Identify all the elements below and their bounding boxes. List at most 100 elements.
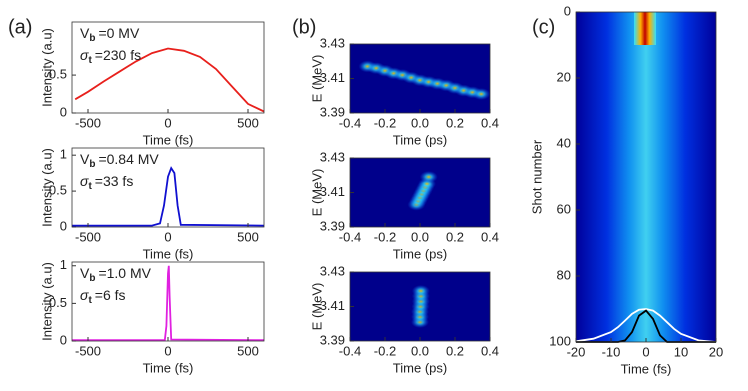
y-tick-label: 60	[557, 201, 571, 216]
x-tick-label: 0.4	[481, 229, 499, 244]
y-tick-label: 0	[60, 104, 67, 119]
shot-heatmap-core	[634, 12, 656, 45]
y-tick-label: 3.41	[320, 70, 345, 85]
y-tick-label: 1	[60, 147, 67, 162]
y-tick-label: 0	[60, 332, 67, 347]
plot: -0.4 -0.2 0.0 0.2 0.4 3.39 3.41 3.43 Time (ps) E …	[309, 149, 499, 261]
plot: -0.4 -0.2 0.0 0.2 0.4 3.39 3.41 3.43 Time (ps) E …	[309, 35, 499, 147]
annotation-symbol: V	[80, 151, 90, 167]
x-axis-label: Time (fs)	[143, 132, 194, 147]
x-tick-label: 0	[642, 344, 649, 359]
x-axis-label: Time (ps)	[393, 132, 447, 147]
x-tick-label: -0.4	[339, 115, 361, 130]
y-axis-label: Shot number	[529, 139, 544, 214]
y-tick-label: 3.39	[320, 332, 345, 347]
y-tick-label: 0	[60, 218, 67, 233]
x-tick-label: 0.4	[481, 115, 499, 130]
annotation-text: =1.0 MV	[98, 265, 151, 281]
line	[72, 265, 265, 342]
annotation-subscript: t	[88, 55, 92, 66]
x-tick-label: 0.2	[446, 229, 464, 244]
annotation-symbol: V	[80, 25, 90, 41]
annotation-subscript: t	[88, 181, 92, 192]
x-tick-label: -10	[602, 344, 621, 359]
plot: -500 0 500 0 0.5 1 Time (fs) Intensity (a.u) Vb =…	[39, 147, 265, 261]
x-tick-label: 0.2	[446, 115, 464, 130]
plot: -0.4 -0.2 0.0 0.2 0.4 3.39 3.41 3.43 Time (ps) E …	[309, 263, 499, 375]
y-axis-label: E (MeV)	[309, 169, 324, 217]
x-tick-label: 500	[237, 229, 259, 244]
x-tick-label: -500	[75, 343, 101, 358]
y-axis-label: Intensity (a.u)	[39, 148, 54, 227]
x-tick-label: -0.4	[339, 229, 361, 244]
annotation-symbol: σ	[80, 287, 89, 303]
x-tick-label: 10	[674, 344, 688, 359]
annotation-subscript: b	[89, 273, 95, 284]
y-axis-label: E (MeV)	[309, 283, 324, 331]
x-axis-label: Time (fs)	[143, 246, 194, 261]
annotation: σt =33 fs	[80, 173, 133, 192]
x-tick-label: 0.0	[411, 229, 429, 244]
x-tick-label: -0.2	[374, 343, 396, 358]
density-blob	[472, 88, 490, 101]
density-blob	[419, 170, 438, 183]
heat-points	[411, 284, 430, 329]
x-tick-label: -0.2	[374, 229, 396, 244]
x-tick-label: -20	[567, 344, 586, 359]
x-tick-label: 0.0	[411, 115, 429, 130]
heat-points	[407, 170, 438, 211]
annotation-symbol: V	[80, 265, 90, 281]
x-tick-label: -0.2	[374, 115, 396, 130]
x-tick-label: 500	[237, 115, 259, 130]
y-axis-label: E (MeV)	[309, 55, 324, 103]
y-tick-label: 100	[549, 333, 571, 348]
y-axis-label: Intensity (a.u)	[39, 28, 54, 107]
annotation-text: =0 MV	[98, 25, 140, 41]
line	[74, 47, 265, 113]
density-blob	[411, 284, 430, 297]
y-tick-label: 3.39	[320, 104, 345, 119]
panel-label: (a)	[8, 16, 32, 38]
y-tick-label: 3.39	[320, 218, 345, 233]
annotation-text: =230 fs	[95, 47, 141, 63]
y-tick-label: 3.41	[320, 184, 345, 199]
x-tick-label: 0.4	[481, 343, 499, 358]
annotation-symbol: σ	[80, 173, 89, 189]
line	[575, 308, 717, 343]
x-axis-label: Time (ps)	[393, 360, 447, 375]
x-tick-label: 0	[164, 229, 171, 244]
x-tick-label: 500	[237, 343, 259, 358]
annotation-text: =0.84 MV	[98, 151, 159, 167]
annotation-subscript: b	[89, 159, 95, 170]
plot: -500 0 500 0 0.5 Time (fs) Intensity (a.u) Vb =0…	[39, 21, 265, 147]
y-tick-label: 80	[557, 267, 571, 282]
x-tick-label: 0.0	[411, 343, 429, 358]
annotation: σt =230 fs	[80, 47, 141, 66]
heat-points	[358, 60, 490, 101]
y-axis-label: Intensity (a.u)	[39, 262, 54, 341]
y-tick-label: 3.43	[320, 149, 345, 164]
plot: -500 0 500 0 0.5 1 Time (fs) Intensity (a.u) Vb =…	[39, 257, 265, 375]
annotation: Vb =0.84 MV	[80, 151, 159, 170]
panel-label: (c)	[532, 16, 555, 38]
y-tick-label: 20	[557, 69, 571, 84]
annotation-subscript: b	[89, 33, 95, 44]
shot-heatmap	[576, 12, 716, 342]
x-tick-label: -0.4	[339, 343, 361, 358]
x-tick-label: -500	[75, 229, 101, 244]
y-tick-label: 3.43	[320, 35, 345, 50]
annotation: σt =6 fs	[80, 287, 126, 306]
y-tick-label: 3.43	[320, 263, 345, 278]
x-tick-label: 20	[709, 344, 723, 359]
y-tick-label: 0.5	[49, 295, 67, 310]
y-tick-label: 0.5	[49, 67, 67, 82]
line	[72, 166, 265, 227]
annotation-subscript: t	[88, 295, 92, 306]
y-tick-label: 1	[60, 257, 67, 272]
x-tick-label: 0.2	[446, 343, 464, 358]
x-axis-label: Time (ps)	[393, 246, 447, 261]
y-tick-label: 0.5	[49, 183, 67, 198]
plot: -20 -10 0 10 20 0 20 40 60 80 100 Time (fs) Shot num…	[529, 3, 723, 376]
y-tick-label: 0	[564, 3, 571, 18]
